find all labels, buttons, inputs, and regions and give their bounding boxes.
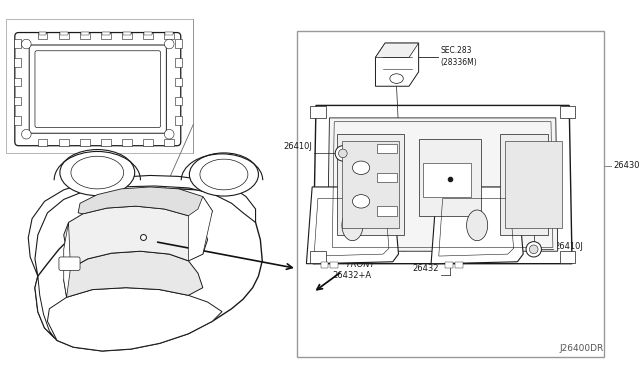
Bar <box>59 32 68 39</box>
Text: (28336M): (28336M) <box>441 58 477 67</box>
Text: 26410J: 26410J <box>284 141 312 151</box>
Ellipse shape <box>60 150 134 196</box>
Ellipse shape <box>189 153 259 196</box>
Polygon shape <box>64 251 203 297</box>
Bar <box>101 32 111 39</box>
Bar <box>559 251 575 263</box>
Bar <box>101 139 111 146</box>
Bar <box>175 78 182 86</box>
Polygon shape <box>376 43 419 86</box>
Bar <box>310 251 326 263</box>
Bar <box>38 32 47 39</box>
Circle shape <box>22 39 31 49</box>
Bar <box>143 139 153 146</box>
Bar <box>6 19 193 153</box>
Text: 26410J: 26410J <box>555 242 584 251</box>
Text: SEC.283: SEC.283 <box>441 46 472 55</box>
Bar <box>175 116 182 125</box>
FancyBboxPatch shape <box>29 45 166 133</box>
Bar <box>14 97 20 105</box>
Text: FRONT: FRONT <box>347 260 376 269</box>
FancyBboxPatch shape <box>35 51 161 128</box>
Circle shape <box>164 129 174 139</box>
Bar <box>122 139 132 146</box>
Bar <box>59 139 68 146</box>
Polygon shape <box>35 189 262 351</box>
Bar <box>81 32 89 35</box>
Polygon shape <box>64 222 70 297</box>
Circle shape <box>164 39 174 49</box>
Polygon shape <box>78 187 212 225</box>
Polygon shape <box>307 187 399 264</box>
Bar <box>14 78 20 86</box>
Bar <box>39 32 47 35</box>
FancyBboxPatch shape <box>59 257 80 270</box>
Bar <box>175 97 182 105</box>
Polygon shape <box>337 134 404 235</box>
Ellipse shape <box>339 149 347 158</box>
Polygon shape <box>328 118 557 251</box>
Bar <box>38 139 47 146</box>
Text: 26432+A: 26432+A <box>333 271 372 280</box>
Polygon shape <box>47 288 222 351</box>
Bar <box>175 58 182 67</box>
Bar <box>310 106 326 118</box>
Bar <box>14 58 20 67</box>
Ellipse shape <box>526 242 541 257</box>
Bar <box>342 141 399 228</box>
Bar <box>144 32 152 35</box>
Ellipse shape <box>529 245 538 254</box>
Bar <box>80 139 90 146</box>
Bar <box>80 32 90 39</box>
Bar <box>330 262 338 267</box>
Ellipse shape <box>335 146 351 161</box>
Bar <box>419 139 481 216</box>
Bar <box>175 39 182 48</box>
Polygon shape <box>431 187 523 264</box>
Bar <box>164 32 174 39</box>
Bar <box>124 32 131 35</box>
Bar <box>143 32 153 39</box>
Bar <box>455 262 463 267</box>
Ellipse shape <box>200 159 248 190</box>
Bar <box>505 141 563 228</box>
Ellipse shape <box>467 210 488 241</box>
Polygon shape <box>64 206 207 269</box>
Text: 26439: 26439 <box>84 151 111 160</box>
Text: J26400DR: J26400DR <box>559 344 604 353</box>
Bar <box>378 206 397 216</box>
Bar <box>559 106 575 118</box>
Polygon shape <box>500 134 548 235</box>
Bar <box>60 32 68 35</box>
Bar <box>122 32 132 39</box>
Bar <box>378 173 397 182</box>
Ellipse shape <box>353 161 370 174</box>
Bar <box>378 144 397 153</box>
Bar <box>445 262 453 267</box>
Ellipse shape <box>71 156 124 189</box>
Ellipse shape <box>390 74 403 83</box>
Ellipse shape <box>342 210 363 241</box>
Ellipse shape <box>353 195 370 208</box>
Polygon shape <box>376 43 419 57</box>
Bar <box>297 31 604 357</box>
Bar <box>14 39 20 48</box>
Bar <box>164 139 174 146</box>
Text: 26432: 26432 <box>412 264 439 273</box>
Circle shape <box>22 129 31 139</box>
Polygon shape <box>188 196 212 261</box>
Polygon shape <box>313 105 572 264</box>
Bar <box>165 32 173 35</box>
Bar <box>424 163 472 196</box>
Bar <box>321 262 328 267</box>
Bar <box>102 32 110 35</box>
Polygon shape <box>28 176 255 276</box>
FancyBboxPatch shape <box>15 32 180 146</box>
Text: 26430: 26430 <box>613 161 640 170</box>
Bar <box>14 116 20 125</box>
Polygon shape <box>35 276 54 337</box>
